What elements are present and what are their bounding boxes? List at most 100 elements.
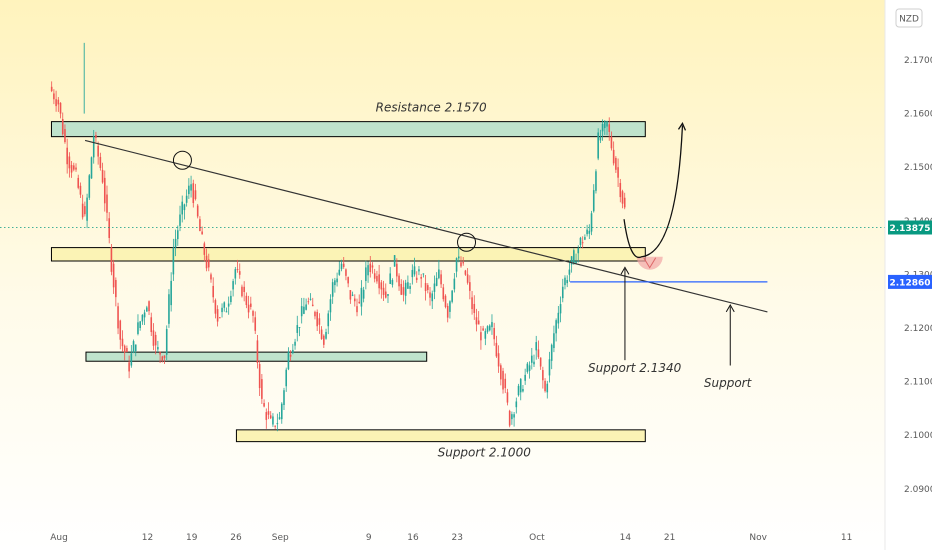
- candle-body: [143, 312, 146, 318]
- candle-body: [347, 277, 349, 284]
- x-tick-label: Nov: [749, 533, 767, 543]
- zone-box: [50, 247, 646, 262]
- candle-body: [316, 311, 318, 327]
- candle-body: [238, 271, 241, 275]
- candle-body: [473, 303, 476, 313]
- candle-body: [172, 247, 175, 275]
- candle-body: [526, 363, 529, 372]
- zone-label: Support 2.1000: [438, 446, 532, 460]
- candle-body: [380, 282, 383, 290]
- candle-body: [97, 145, 99, 157]
- candle-body: [595, 171, 597, 191]
- support-arrow-head: [620, 266, 630, 275]
- candle-body: [334, 280, 336, 286]
- candle-body: [373, 273, 376, 279]
- candle-body: [336, 278, 338, 283]
- candle-body: [413, 266, 416, 275]
- touch-circle: [172, 150, 192, 170]
- candle-body: [550, 344, 553, 361]
- candle-body: [66, 147, 68, 165]
- candle-body: [387, 294, 389, 296]
- candle-body: [542, 370, 544, 381]
- candle-body: [331, 282, 334, 297]
- candle-body: [577, 248, 580, 254]
- x-tick-label: 9: [366, 533, 372, 543]
- candle-body: [418, 269, 420, 272]
- candle-body: [234, 269, 237, 279]
- candle-body: [619, 182, 622, 198]
- candle-body: [382, 287, 385, 295]
- candle-body: [79, 185, 82, 195]
- candle-body: [353, 298, 356, 302]
- candle-body: [318, 318, 321, 325]
- candle-body: [152, 330, 155, 346]
- candle-body: [157, 347, 159, 350]
- candle-body: [190, 184, 192, 191]
- candle-body: [103, 177, 106, 204]
- candle-body: [409, 286, 411, 289]
- candle-body: [201, 231, 203, 235]
- candle-body: [196, 205, 199, 217]
- candle-body: [309, 298, 312, 300]
- candle-body: [163, 355, 166, 359]
- candle-body: [88, 175, 91, 198]
- candle-body: [227, 303, 230, 307]
- candle-body: [115, 279, 117, 298]
- candle-body: [258, 364, 261, 389]
- candle-body: [327, 313, 330, 327]
- candle-body: [126, 348, 128, 353]
- candle-body: [194, 190, 197, 199]
- candle-body: [601, 123, 604, 132]
- candle-body: [216, 309, 219, 322]
- candle-body: [223, 302, 226, 308]
- x-tick-label: Sep: [272, 533, 289, 543]
- candle-body: [420, 276, 422, 279]
- candle-body: [59, 102, 62, 114]
- candle-body: [566, 280, 568, 284]
- candle-body: [106, 194, 108, 213]
- candle-body: [453, 278, 456, 290]
- candle-body: [378, 274, 380, 289]
- currency-label: NZD: [899, 15, 919, 25]
- candle-body: [265, 412, 268, 420]
- candle-body: [586, 229, 588, 235]
- candle-body: [236, 269, 239, 271]
- currency-badge: [895, 8, 923, 28]
- candle-body: [488, 325, 491, 331]
- candle-body: [464, 270, 467, 275]
- candle-body: [137, 322, 139, 334]
- candle-body: [53, 93, 55, 100]
- candle-body: [511, 414, 513, 420]
- candle-body: [404, 282, 407, 296]
- candle-body: [181, 201, 184, 215]
- candle-body: [384, 291, 387, 298]
- candle-body: [446, 305, 449, 318]
- y-tick-label: 2.16000: [904, 110, 932, 120]
- candle-body: [134, 344, 137, 352]
- candle-body: [411, 269, 414, 278]
- y-tick-label: 2.15000: [904, 163, 932, 173]
- candle-body: [230, 295, 232, 303]
- candle-body: [606, 121, 608, 127]
- candle-body: [132, 341, 135, 353]
- candle-body: [139, 321, 141, 328]
- candle-body: [123, 345, 126, 353]
- candle-body: [604, 121, 606, 129]
- candle-body: [493, 328, 495, 340]
- trendline: [84, 139, 768, 313]
- candle-body: [469, 282, 471, 291]
- candle-body: [247, 304, 250, 313]
- candle-body: [300, 306, 303, 317]
- x-tick-label: 21: [664, 533, 675, 543]
- candle-body: [504, 378, 507, 389]
- candle-body: [214, 300, 217, 314]
- candle-body: [575, 261, 577, 264]
- candle-body: [522, 388, 524, 392]
- candle-body: [360, 287, 363, 307]
- candle-body: [185, 195, 188, 203]
- candle-body: [391, 279, 394, 285]
- candle-body: [250, 303, 252, 307]
